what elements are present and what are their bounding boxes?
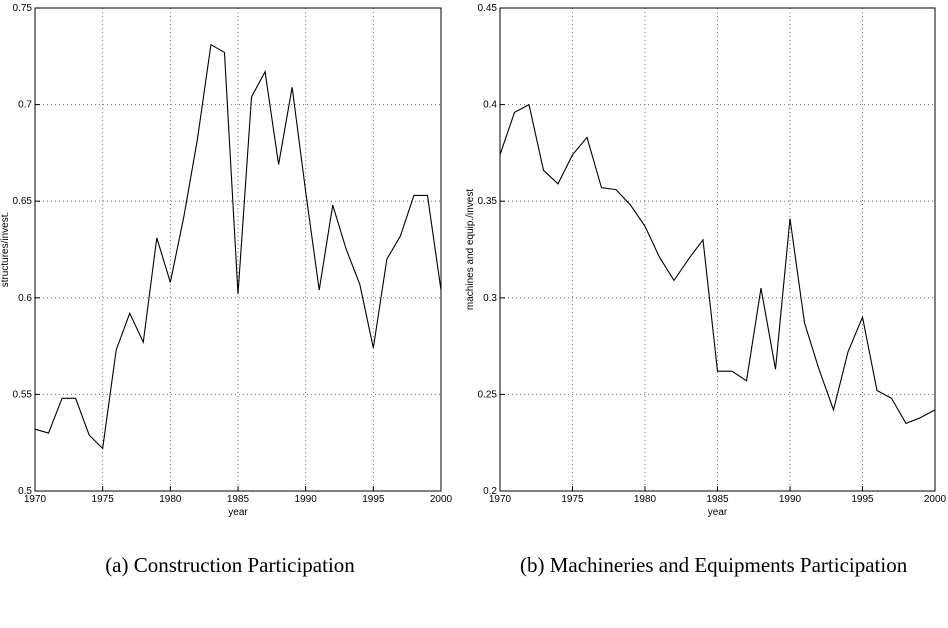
y-tick-label: 0.75 bbox=[13, 3, 33, 14]
x-tick-label: 1990 bbox=[779, 494, 802, 505]
charts: 0.5 0.55 0.6 0.65 0.7 0.75 1970 1975 1980 1985 199… bbox=[0, 3, 947, 518]
y-axis-label: structures/invest. bbox=[0, 212, 11, 288]
x-tick-label: 2000 bbox=[430, 494, 453, 505]
plot-frame bbox=[34, 7, 442, 492]
y-tick-label: 0.7 bbox=[18, 100, 32, 111]
y-tick-label: 0.25 bbox=[478, 389, 498, 400]
y-tick-label: 0.4 bbox=[483, 100, 497, 111]
y-tick-label: 0.2 bbox=[483, 486, 497, 497]
x-tick-label: 1995 bbox=[851, 494, 874, 505]
data-line bbox=[34, 43, 442, 450]
x-tick-label: 1985 bbox=[706, 494, 729, 505]
y-tick-label: 0.65 bbox=[13, 196, 33, 207]
x-tick-label: 1985 bbox=[227, 494, 250, 505]
x-tick-label: 1970 bbox=[489, 494, 512, 505]
x-tick-label: 1980 bbox=[159, 494, 182, 505]
plot-frame bbox=[499, 7, 936, 492]
y-axis-label: machines and equip./invest bbox=[465, 189, 476, 310]
caption: (a) Construction Participation bbox=[105, 553, 355, 577]
x-tick-label: 2000 bbox=[924, 494, 947, 505]
y-tick-label: 0.55 bbox=[13, 389, 33, 400]
x-tick-label: 1980 bbox=[634, 494, 657, 505]
x-tick-label: 1990 bbox=[295, 494, 318, 505]
caption: (b) Machineries and Equipments Participa… bbox=[520, 553, 908, 577]
x-axis-label: year bbox=[708, 507, 728, 518]
y-tick-label: 0.35 bbox=[478, 196, 498, 207]
x-tick-label: 1975 bbox=[561, 494, 584, 505]
y-tick-label: 0.5 bbox=[18, 486, 32, 497]
x-tick-label: 1995 bbox=[362, 494, 385, 505]
y-tick-label: 0.45 bbox=[478, 3, 498, 14]
data-line bbox=[499, 103, 936, 425]
x-tick-label: 1975 bbox=[92, 494, 115, 505]
y-tick-label: 0.6 bbox=[18, 293, 32, 304]
x-axis-label: year bbox=[228, 507, 248, 518]
y-tick-label: 0.3 bbox=[483, 293, 497, 304]
x-tick-label: 1970 bbox=[24, 494, 47, 505]
